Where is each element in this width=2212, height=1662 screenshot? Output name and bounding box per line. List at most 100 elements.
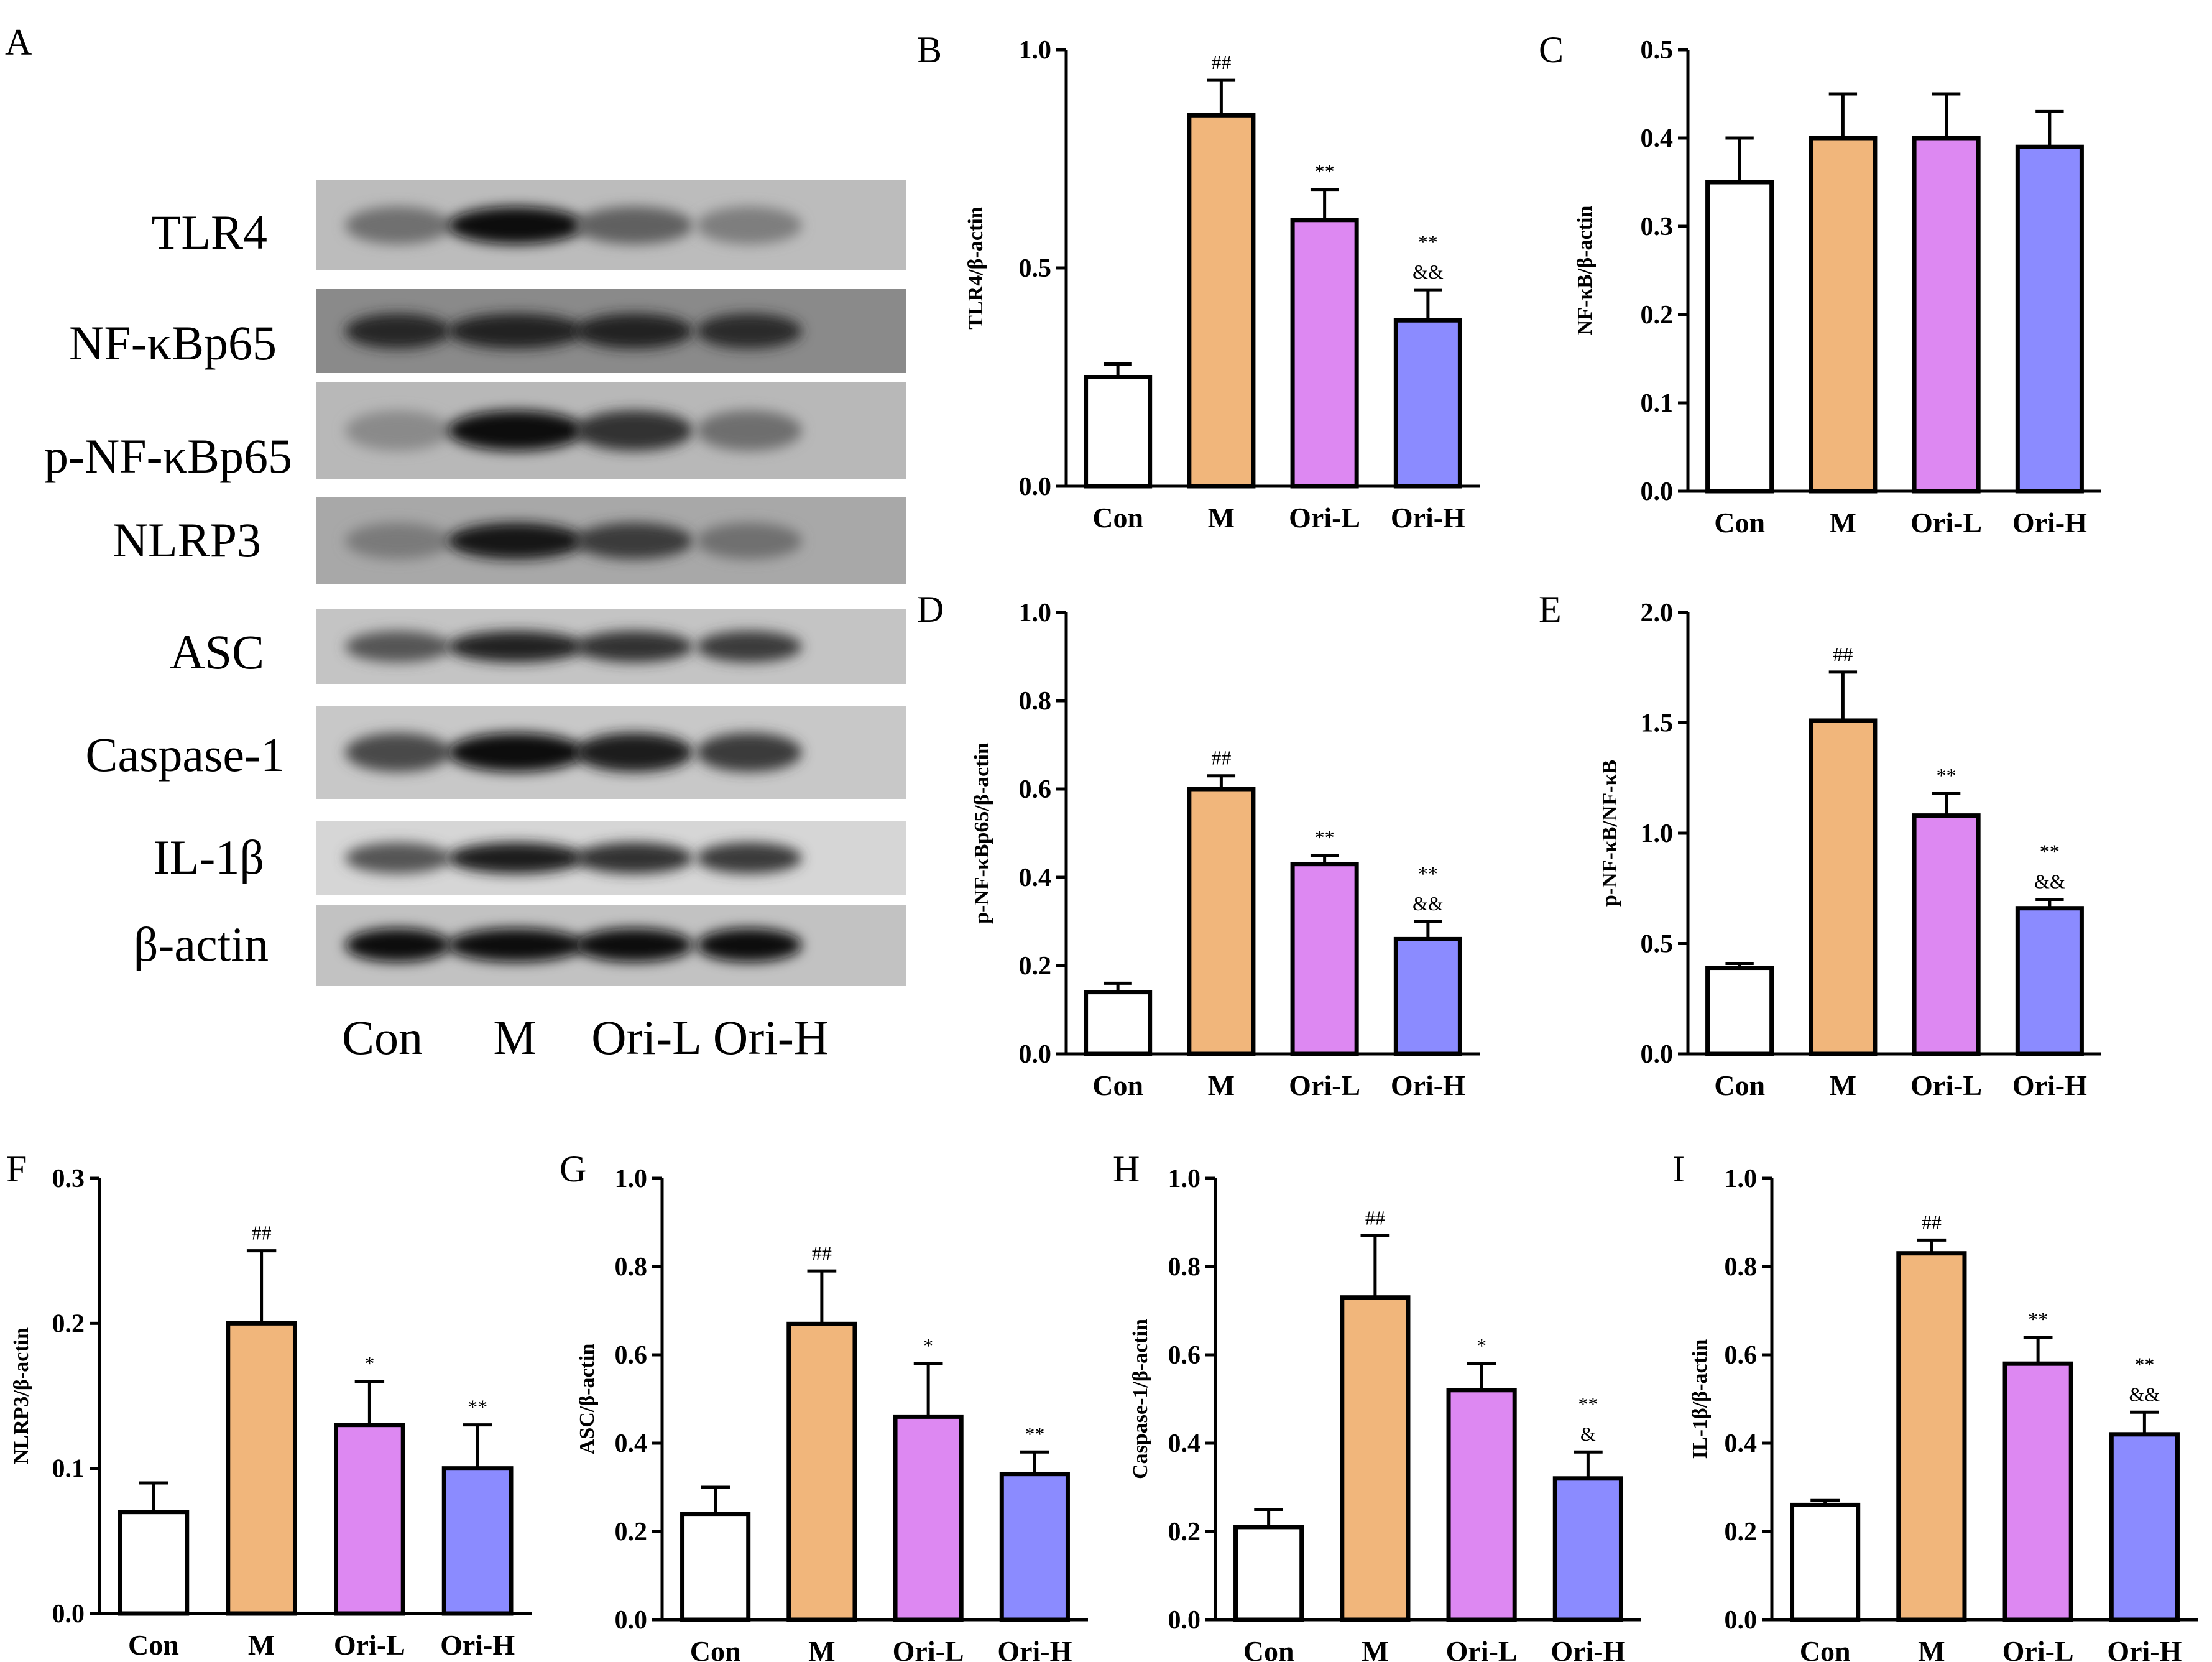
x-category-label: Ori-L xyxy=(893,1635,964,1662)
panel-letter: H xyxy=(1113,1148,1140,1189)
chart-panel-d: D 0.0 0.2 0.4 0.6 0.8 1.0 p-NF-κBp65/β-actin Con… xyxy=(917,589,1480,1101)
western-blot-panel: A TLR4 NF-κBp65 p-NF-κBp65 NLRP3 ASC Caspase-1… xyxy=(5,22,906,1064)
y-tick-label: 0.0 xyxy=(1019,1040,1052,1069)
y-tick-label: 0.4 xyxy=(615,1429,648,1458)
y-axis-label: ASC/β-actin xyxy=(576,1344,599,1455)
x-category-label: Con xyxy=(1092,1069,1143,1101)
significance-marker: * xyxy=(923,1334,933,1357)
y-axis-label: NF-κB/β-actin xyxy=(1574,206,1597,336)
blot-band xyxy=(575,928,693,963)
y-tick-label: 0.4 xyxy=(1725,1429,1758,1458)
blot-band xyxy=(345,928,451,963)
bar-m xyxy=(1187,787,1256,1056)
significance-marker: ** xyxy=(1418,231,1438,253)
bar-ori-h xyxy=(2015,144,2084,494)
blot-strip xyxy=(316,706,906,799)
x-category-label: M xyxy=(1362,1635,1388,1662)
significance-marker: * xyxy=(1477,1334,1486,1357)
significance-marker: && xyxy=(1412,892,1444,915)
bar-con xyxy=(1790,1502,1861,1622)
significance-marker: ** xyxy=(1418,862,1438,885)
y-axis-label: Caspase-1/β-actin xyxy=(1129,1319,1152,1479)
bar-ori-h xyxy=(2109,1432,2180,1622)
bar-ori-l xyxy=(1290,862,1359,1056)
bar-m xyxy=(226,1321,297,1616)
y-tick-label: 0.1 xyxy=(1641,389,1674,418)
blot-strip xyxy=(316,821,906,895)
significance-marker: ## xyxy=(812,1242,832,1264)
blot-band xyxy=(448,313,584,349)
blot-band-label: p-NF-κBp65 xyxy=(44,429,292,483)
significance-marker: ** xyxy=(2040,841,2060,863)
y-tick-label: 0.0 xyxy=(1641,1040,1674,1069)
bar-m xyxy=(1187,113,1256,489)
blot-band xyxy=(575,630,693,663)
significance-marker: ## xyxy=(1833,643,1853,665)
bar-ori-h xyxy=(1552,1476,1623,1622)
blot-band xyxy=(345,732,451,772)
panel-letter: G xyxy=(560,1148,586,1189)
x-category-label: M xyxy=(1208,502,1235,533)
y-axis-label: p-NF-κB/NF-κB xyxy=(1598,760,1621,907)
significance-marker: & xyxy=(1580,1423,1596,1445)
y-tick-label: 0.2 xyxy=(1725,1518,1758,1546)
chart-panel-e: E 0.0 0.5 1.0 1.5 2.0 p-NF-κB/NF-κB Con M ## Ori-L… xyxy=(1539,589,2101,1101)
x-category-label: Ori-L xyxy=(1289,1069,1360,1101)
y-tick-label: 0.2 xyxy=(52,1309,85,1338)
y-tick-label: 0.2 xyxy=(1168,1518,1201,1546)
panel-letter-a: A xyxy=(5,22,32,63)
bar-m xyxy=(1340,1295,1411,1622)
blot-lane-label: Ori-L xyxy=(591,1010,702,1064)
significance-marker: && xyxy=(2034,870,2065,893)
blot-band xyxy=(448,630,584,663)
blot-band xyxy=(345,842,451,874)
blot-strip xyxy=(316,289,906,373)
y-tick-label: 0.5 xyxy=(1019,254,1052,283)
y-tick-label: 1.0 xyxy=(1019,599,1052,627)
x-category-label: Con xyxy=(1243,1635,1294,1662)
blot-band xyxy=(345,522,451,560)
y-tick-label: 0.8 xyxy=(615,1253,648,1281)
significance-marker: && xyxy=(2129,1383,2160,1405)
y-axis-label: NLRP3/β-actin xyxy=(10,1327,33,1464)
y-tick-label: 0.6 xyxy=(1725,1341,1758,1370)
significance-marker: ## xyxy=(1365,1206,1385,1229)
blot-strip xyxy=(316,497,906,584)
blot-band xyxy=(448,206,584,244)
panel-letter: I xyxy=(1672,1148,1685,1189)
chart-panel-i: I 0.0 0.2 0.4 0.6 0.8 1.0 IL-1β/β-actin Con M ## Or… xyxy=(1672,1148,2198,1662)
blot-band xyxy=(696,206,802,244)
bar-m xyxy=(1809,136,1878,494)
y-tick-label: 0.2 xyxy=(1019,952,1052,981)
significance-marker: ** xyxy=(1578,1393,1598,1415)
blot-band xyxy=(345,206,451,244)
blot-band xyxy=(696,522,802,560)
bar-con xyxy=(118,1510,190,1616)
y-tick-label: 2.0 xyxy=(1641,599,1674,627)
blot-band xyxy=(345,410,451,451)
x-category-label: Ori-H xyxy=(2012,1069,2087,1101)
y-tick-label: 0.8 xyxy=(1168,1253,1201,1281)
y-tick-label: 0.0 xyxy=(1641,478,1674,506)
y-tick-label: 1.0 xyxy=(1641,819,1674,848)
blot-band xyxy=(448,522,584,560)
y-tick-label: 0.0 xyxy=(52,1600,85,1628)
bar-ori-l xyxy=(1912,813,1981,1056)
bar-ori-l xyxy=(1290,218,1359,489)
panel-letter: F xyxy=(6,1148,27,1189)
blot-band xyxy=(448,732,584,772)
y-tick-label: 0.0 xyxy=(1019,473,1052,501)
blot-band xyxy=(696,410,802,451)
blot-band xyxy=(575,410,693,451)
blot-band-label: β-actin xyxy=(134,917,269,971)
y-tick-label: 0.5 xyxy=(1641,930,1674,959)
blot-band xyxy=(448,928,584,963)
blot-band xyxy=(696,630,802,663)
y-tick-label: 1.5 xyxy=(1641,709,1674,738)
x-category-label: Con xyxy=(1092,502,1143,533)
x-category-label: Con xyxy=(128,1629,179,1661)
chart-panel-b: B 0.0 0.5 1.0 TLR4/β-actin Con M ## Ori-L ** Ori-H… xyxy=(917,29,1480,533)
bar-con xyxy=(1705,180,1774,494)
bar-ori-l xyxy=(334,1423,405,1616)
